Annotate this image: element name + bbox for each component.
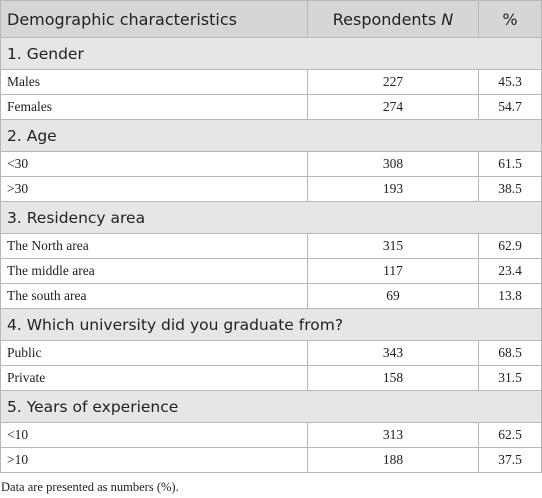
percent-cell: 13.8 [478, 283, 542, 309]
row-label: The south area [0, 283, 308, 309]
count-cell: 188 [307, 447, 479, 473]
count-cell: 343 [307, 340, 479, 366]
percent-cell: 68.5 [478, 340, 542, 366]
data-row: Private 158 31.5 [0, 365, 542, 391]
section-title: 4. Which university did you graduate fro… [0, 308, 542, 341]
percent-cell: 38.5 [478, 176, 542, 202]
percent-cell: 31.5 [478, 365, 542, 391]
count-cell: 193 [307, 176, 479, 202]
data-row: >10 188 37.5 [0, 447, 542, 473]
section-title: 5. Years of experience [0, 390, 542, 423]
row-label: Males [0, 69, 308, 95]
data-row: Females 274 54.7 [0, 94, 542, 120]
header-text: Respondents [332, 9, 437, 29]
percent-cell: 61.5 [478, 151, 542, 177]
data-row: Males 227 45.3 [0, 69, 542, 95]
section-row: 5. Years of experience [0, 390, 542, 423]
header-variable: N [441, 9, 454, 29]
row-label: The middle area [0, 258, 308, 284]
data-table: Demographic characteristics Respondents … [0, 0, 542, 473]
section-row: 2. Age [0, 119, 542, 152]
row-label: The North area [0, 233, 308, 259]
row-label: <10 [0, 422, 308, 448]
data-row: <30 308 61.5 [0, 151, 542, 177]
count-cell: 315 [307, 233, 479, 259]
row-label: >30 [0, 176, 308, 202]
row-label: Public [0, 340, 308, 366]
data-row: The middle area 117 23.4 [0, 258, 542, 284]
count-cell: 274 [307, 94, 479, 120]
section-row: 1. Gender [0, 37, 542, 70]
section-title: 1. Gender [0, 37, 542, 70]
footnote: Data are presented as numbers (%). [1, 480, 179, 494]
count-cell: 308 [307, 151, 479, 177]
section-title: 2. Age [0, 119, 542, 152]
data-row: The North area 315 62.9 [0, 233, 542, 259]
data-row: The south area 69 13.8 [0, 283, 542, 309]
count-cell: 313 [307, 422, 479, 448]
table-body: 1. Gender Males 227 45.3 Females 274 54.7 2. Ag… [0, 37, 542, 473]
data-row: Public 343 68.5 [0, 340, 542, 366]
percent-cell: 45.3 [478, 69, 542, 95]
data-row: <10 313 62.5 [0, 422, 542, 448]
header-row: Demographic characteristics Respondents … [0, 0, 542, 38]
row-label: >10 [0, 447, 308, 473]
section-row: 3. Residency area [0, 201, 542, 234]
row-label: <30 [0, 151, 308, 177]
percent-cell: 62.5 [478, 422, 542, 448]
row-label: Females [0, 94, 308, 120]
header-cell: Demographic characteristics [0, 0, 308, 38]
section-title: 3. Residency area [0, 201, 542, 234]
header-cell: % [478, 0, 542, 38]
percent-cell: 62.9 [478, 233, 542, 259]
section-row: 4. Which university did you graduate fro… [0, 308, 542, 341]
count-cell: 227 [307, 69, 479, 95]
percent-cell: 54.7 [478, 94, 542, 120]
row-label: Private [0, 365, 308, 391]
count-cell: 158 [307, 365, 479, 391]
count-cell: 69 [307, 283, 479, 309]
count-cell: 117 [307, 258, 479, 284]
percent-cell: 23.4 [478, 258, 542, 284]
header-cell: Respondents N [307, 0, 479, 38]
percent-cell: 37.5 [478, 447, 542, 473]
data-row: >30 193 38.5 [0, 176, 542, 202]
